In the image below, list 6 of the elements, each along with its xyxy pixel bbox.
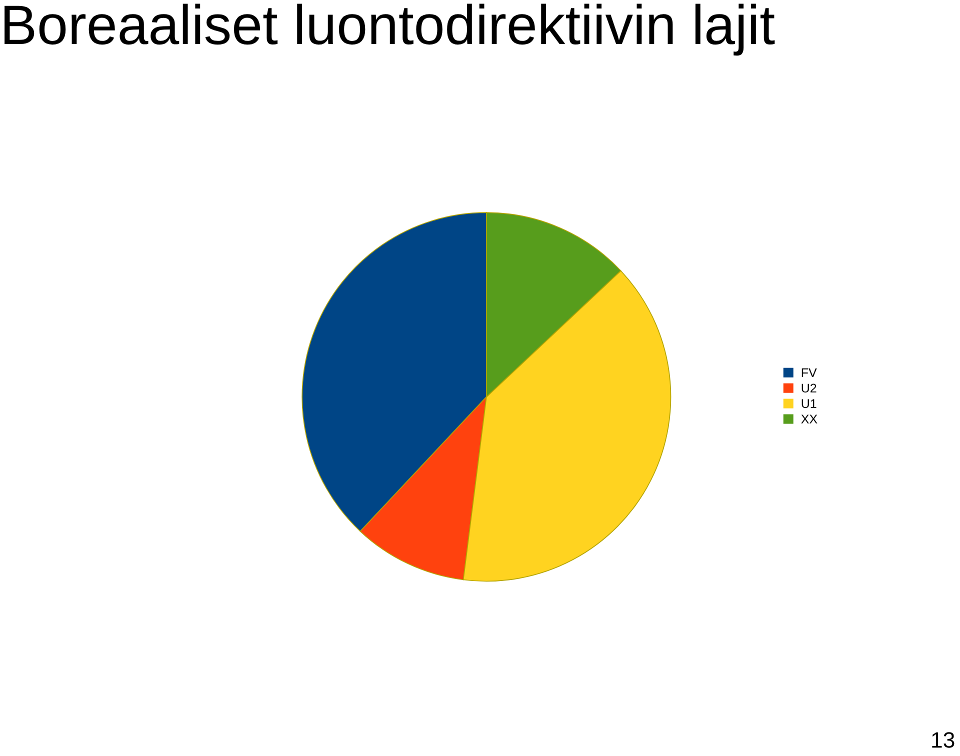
legend-label: U2 [802,384,816,393]
legend-label: U1 [802,399,816,408]
chart-title: Boreaaliset luontodirektiivin lajit [4,4,775,56]
text: 13 [932,732,954,748]
legend-label: FV [802,368,817,377]
legend-label: XX [801,414,818,424]
